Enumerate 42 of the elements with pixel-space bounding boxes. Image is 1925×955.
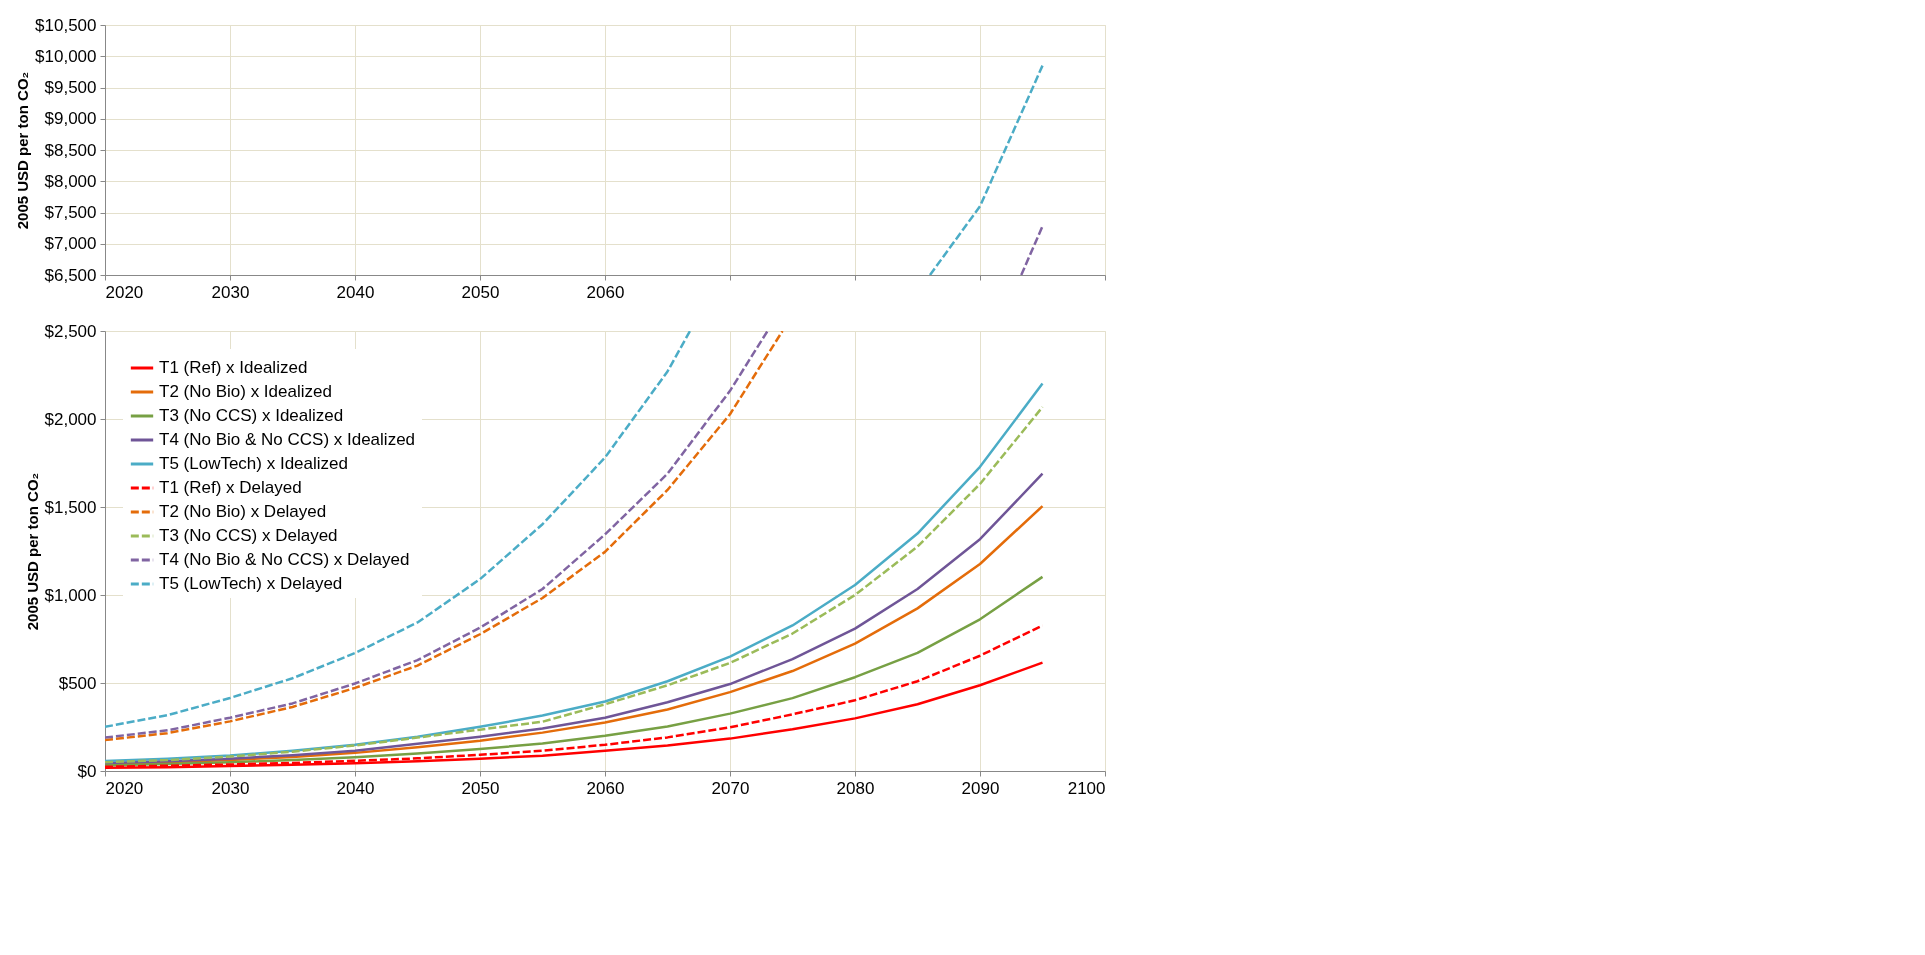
y-tick-label: $0 — [77, 761, 97, 781]
y-tick-label: $10,500 — [35, 15, 97, 35]
y-axis-title: 2005 USD per ton CO₂ — [23, 472, 41, 631]
legend-label: T4 (No Bio & No CCS) x Idealized — [159, 430, 416, 449]
x-tick-label: 2060 — [586, 282, 625, 302]
line-series — [105, 575, 1044, 767]
legend-label: T5 (LowTech) x Delayed — [159, 574, 343, 593]
y-tick-label: $10,000 — [35, 46, 97, 66]
y-tick-label: $2,500 — [44, 321, 97, 341]
x-tick-label: 2050 — [461, 282, 500, 302]
x-tick-label: 2090 — [961, 778, 1000, 798]
x-tick-label: 2030 — [211, 282, 250, 302]
y-tick-label: $7,500 — [44, 203, 97, 222]
y-tick-label: $8,500 — [44, 140, 97, 160]
y-tick-label: $9,000 — [44, 109, 97, 129]
x-tick-label: 2030 — [211, 778, 250, 798]
y-tick-label: $6,500 — [44, 265, 97, 285]
x-tick-label: 2040 — [336, 778, 375, 798]
x-tick-label: 2100 — [1067, 778, 1106, 798]
legend-label: T4 (No Bio & No CCS) x Delayed — [159, 550, 410, 569]
legend-label: T2 (No Bio) x Delayed — [159, 502, 327, 521]
x-tick-label: 2060 — [586, 778, 625, 798]
legend-label: T1 (Ref) x Delayed — [159, 478, 302, 497]
legend-label: T1 (Ref) x Idealized — [159, 358, 308, 377]
y-tick-label: $9,500 — [44, 78, 97, 97]
y-tick-label: $8,000 — [44, 171, 97, 191]
legend-label: T2 (No Bio) x Idealized — [159, 382, 332, 401]
y-tick-label: $500 — [58, 673, 97, 693]
y-axis-title: 2005 USD per ton CO₂ — [14, 71, 32, 230]
y-tick-label: $1,000 — [44, 585, 97, 605]
x-tick-label: 2020 — [105, 282, 144, 302]
x-tick-label: 2050 — [461, 778, 500, 798]
legend-label: T3 (No CCS) x Delayed — [159, 526, 338, 545]
legend-label: T5 (LowTech) x Idealized — [159, 454, 348, 473]
legend-label: T3 (No CCS) x Idealized — [159, 406, 344, 425]
y-tick-label: $1,500 — [44, 497, 97, 517]
y-tick-label: $7,000 — [44, 234, 97, 254]
x-tick-label: 2080 — [836, 778, 875, 798]
y-tick-label: $2,000 — [44, 409, 97, 429]
x-tick-label: 2020 — [105, 778, 144, 798]
x-tick-label: 2070 — [711, 778, 750, 798]
x-tick-label: 2040 — [336, 282, 375, 302]
